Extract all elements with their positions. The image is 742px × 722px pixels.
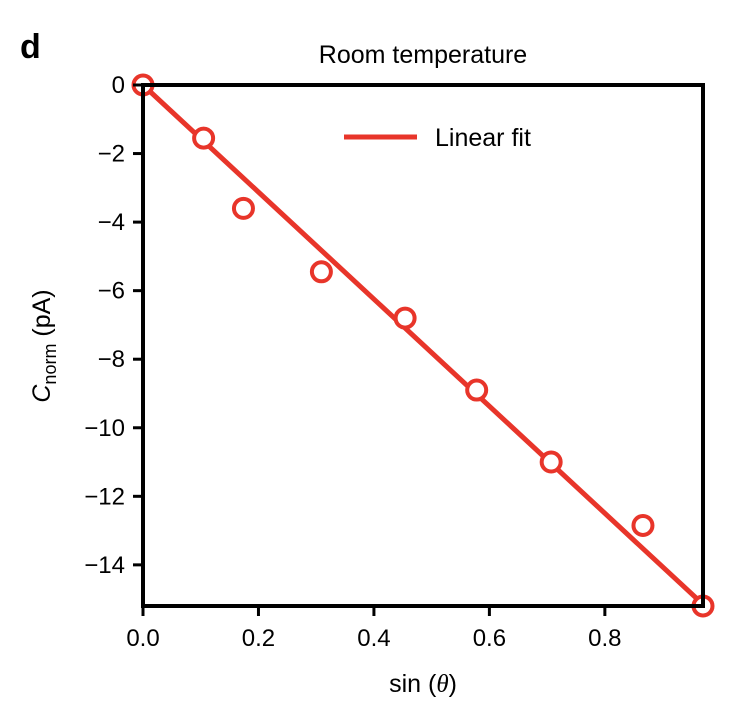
data-point (231, 196, 255, 220)
y-tick-label: −4 (98, 209, 125, 236)
panel-letter: d (20, 28, 41, 66)
x-tick-label: 0.8 (588, 625, 621, 652)
plot-area (131, 73, 715, 618)
y-tick-label: 0 (112, 72, 125, 99)
x-axis-ticks: 0.0 0.2 0.4 0.6 0.8 (126, 606, 622, 652)
legend: Linear fit (344, 124, 531, 152)
data-point (309, 260, 333, 284)
y-axis-label: Cnorm (pA) (28, 289, 60, 402)
data-point (631, 513, 655, 537)
y-tick-label: −10 (84, 415, 125, 442)
x-tick-label: 0.2 (242, 625, 275, 652)
y-tick-label: −6 (98, 278, 125, 305)
y-tick-label: −14 (84, 552, 125, 579)
data-point (192, 126, 216, 150)
y-tick-label: −8 (98, 346, 125, 373)
fit-line-layer (140, 82, 706, 607)
x-axis-label: sin (θ) (389, 670, 457, 698)
y-tick-label: −2 (98, 141, 125, 168)
chart-title: Room temperature (319, 41, 527, 69)
legend-label: Linear fit (435, 124, 531, 152)
y-axis-ticks: 0 −2 −4 −6 −8 −10 −12 −14 (84, 72, 143, 579)
data-point (539, 450, 563, 474)
y-tick-label: −12 (84, 483, 125, 510)
x-tick-label: 0.4 (357, 625, 390, 652)
data-points-layer (131, 73, 715, 618)
x-tick-label: 0.0 (126, 625, 159, 652)
data-point (393, 306, 417, 330)
linear-fit-line (140, 82, 706, 607)
plot-frame (141, 83, 705, 608)
data-point (465, 378, 489, 402)
x-tick-label: 0.6 (473, 625, 506, 652)
